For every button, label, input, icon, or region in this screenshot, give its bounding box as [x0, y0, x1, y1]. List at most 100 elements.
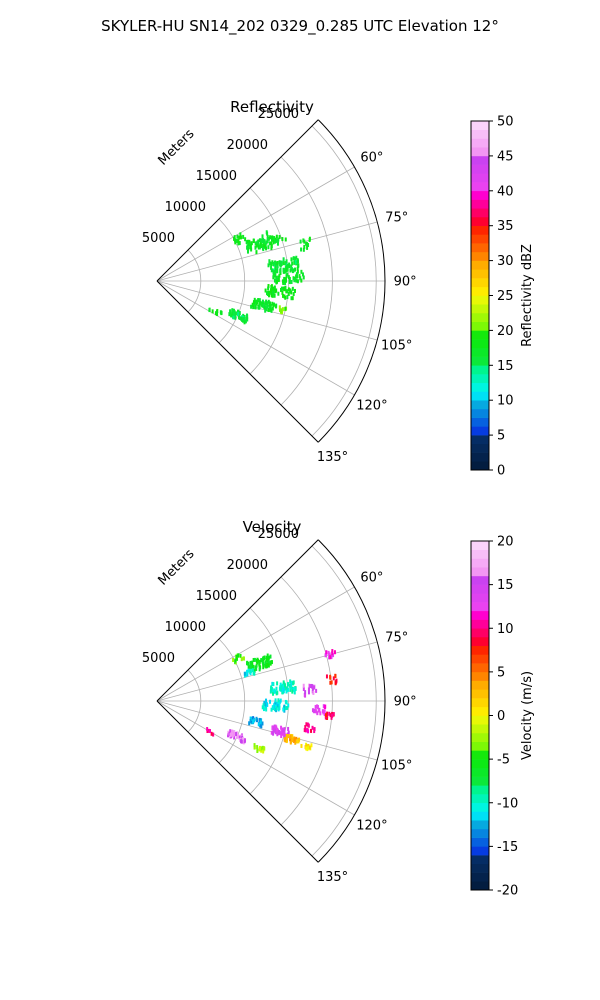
data-cell: [272, 691, 275, 696]
data-cluster: [208, 307, 223, 317]
data-cell: [281, 683, 284, 688]
data-cell: [274, 260, 277, 265]
data-cell: [296, 269, 299, 274]
data-cell: [287, 275, 290, 280]
data-cell: [234, 658, 237, 663]
data-cell: [242, 317, 245, 322]
data-cell: [233, 732, 236, 737]
data-cell: [282, 293, 284, 298]
colorbar-segment: [471, 759, 489, 769]
data-cell: [272, 239, 275, 244]
colorbar-segment: [471, 881, 489, 891]
data-cell: [302, 247, 305, 252]
data-cell: [269, 654, 272, 659]
data-cell: [259, 718, 262, 723]
data-cell: [284, 277, 287, 282]
data-cell: [282, 728, 285, 733]
data-cell: [258, 238, 261, 243]
data-cell: [270, 730, 273, 735]
data-cell: [325, 674, 328, 679]
data-cell: [211, 309, 214, 314]
angular-tick-label: 90°: [394, 275, 417, 290]
data-cell: [323, 709, 326, 714]
data-cell: [247, 247, 250, 252]
data-cell: [253, 743, 256, 748]
data-cell: [242, 737, 245, 742]
data-cell: [253, 657, 256, 662]
data-cell: [272, 261, 275, 266]
data-cell: [260, 658, 263, 663]
data-cell: [277, 698, 280, 703]
data-cell: [262, 656, 265, 661]
radial-axis-label: Meters: [156, 126, 198, 168]
data-cell: [262, 661, 265, 666]
colorbar-segment: [471, 190, 489, 200]
data-cell: [305, 728, 308, 733]
data-cell: [296, 739, 299, 744]
data-cell: [270, 268, 273, 273]
data-cell: [308, 236, 311, 241]
data-cell: [289, 734, 292, 739]
data-cell: [258, 667, 261, 672]
data-cell: [246, 239, 249, 244]
data-cell: [261, 299, 264, 304]
data-cell: [274, 304, 277, 309]
data-cell: [306, 245, 309, 250]
data-cell: [275, 261, 278, 266]
data-cluster: [299, 236, 311, 252]
data-cell: [233, 735, 236, 740]
colorbar-segment: [471, 663, 489, 673]
colorbar-segment: [471, 567, 489, 577]
data-cluster: [233, 232, 247, 246]
data-cluster: [283, 733, 301, 745]
data-cell: [285, 274, 288, 279]
data-cluster: [245, 230, 275, 255]
data-cell: [264, 308, 267, 313]
radial-tick-label: 15000: [196, 169, 237, 184]
data-cell: [220, 311, 223, 316]
data-cell: [276, 727, 279, 732]
angular-tick-label: 90°: [394, 695, 417, 710]
data-cell: [276, 260, 279, 265]
data-cell: [267, 245, 270, 250]
data-cell: [261, 705, 264, 710]
colorbar-segment: [471, 321, 489, 331]
data-cell: [313, 709, 316, 714]
data-cell: [277, 237, 280, 242]
colorbar-segment: [471, 382, 489, 392]
colorbar-segment: [471, 400, 489, 410]
data-cell: [269, 307, 272, 312]
data-cell: [292, 686, 295, 691]
data-cell: [266, 653, 269, 658]
data-cell: [274, 730, 277, 735]
colorbar-segment: [471, 636, 489, 647]
data-cell: [253, 671, 256, 676]
data-cell: [284, 265, 287, 270]
data-cell: [294, 740, 297, 745]
angular-gridline: [156, 280, 355, 396]
data-cell: [270, 265, 273, 270]
data-cell: [331, 651, 334, 656]
radial-tick-label: 5000: [142, 231, 175, 246]
data-cell: [234, 311, 237, 316]
data-cell: [281, 687, 284, 692]
colorbar-segment: [471, 837, 489, 847]
data-cell: [246, 249, 249, 254]
data-cell: [288, 280, 291, 285]
data-cell: [289, 687, 292, 692]
data-cell: [285, 259, 288, 264]
data-cell: [285, 689, 288, 694]
data-cell: [266, 237, 269, 242]
data-cell: [271, 293, 274, 298]
data-cell: [274, 724, 277, 729]
angular-gridline: [156, 586, 355, 702]
data-cell: [274, 698, 277, 703]
colorbar-segment: [471, 304, 489, 314]
data-cell: [232, 658, 235, 662]
data-cell: [291, 286, 294, 291]
data-cell: [244, 237, 247, 242]
data-cell: [285, 289, 288, 294]
data-cell: [332, 712, 335, 717]
data-cell: [272, 731, 275, 736]
data-cell: [265, 698, 268, 703]
